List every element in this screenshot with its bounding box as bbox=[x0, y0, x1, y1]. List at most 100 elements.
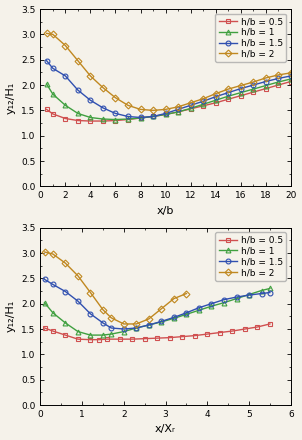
h/b = 1.5 bbox=[226, 90, 230, 95]
h/b = 1 bbox=[201, 102, 205, 107]
h/b = 0.5 bbox=[126, 117, 130, 122]
h/b = 2 bbox=[64, 43, 67, 48]
Line: h/b = 1: h/b = 1 bbox=[42, 286, 272, 337]
h/b = 1.5 bbox=[147, 323, 151, 328]
h/b = 1 bbox=[260, 288, 263, 293]
h/b = 1 bbox=[268, 286, 272, 291]
h/b = 1.5 bbox=[64, 289, 67, 294]
h/b = 2 bbox=[76, 58, 80, 63]
h/b = 1 bbox=[43, 300, 46, 305]
h/b = 0.5 bbox=[118, 337, 121, 342]
h/b = 2 bbox=[226, 87, 230, 92]
h/b = 2 bbox=[176, 104, 180, 110]
h/b = 2 bbox=[51, 251, 55, 257]
h/b = 0.5 bbox=[251, 89, 255, 95]
h/b = 2 bbox=[289, 70, 293, 76]
h/b = 1 bbox=[114, 117, 117, 122]
h/b = 2 bbox=[201, 96, 205, 101]
Legend: h/b = 0.5, h/b = 1, h/b = 1.5, h/b = 2: h/b = 0.5, h/b = 1, h/b = 1.5, h/b = 2 bbox=[215, 232, 286, 281]
h/b = 1.5 bbox=[101, 320, 105, 326]
h/b = 1.5 bbox=[159, 319, 163, 324]
h/b = 2 bbox=[189, 100, 192, 106]
h/b = 0.5 bbox=[268, 321, 272, 326]
h/b = 1 bbox=[176, 109, 180, 114]
h/b = 2 bbox=[51, 32, 55, 37]
h/b = 1 bbox=[88, 115, 92, 120]
h/b = 1.5 bbox=[289, 73, 293, 79]
h/b = 0.5 bbox=[139, 115, 142, 121]
h/b = 1.5 bbox=[139, 115, 142, 120]
h/b = 1.5 bbox=[45, 58, 48, 63]
h/b = 1 bbox=[159, 319, 163, 325]
h/b = 1.5 bbox=[101, 105, 105, 110]
Line: h/b = 1: h/b = 1 bbox=[44, 77, 293, 122]
h/b = 1.5 bbox=[76, 298, 80, 304]
Line: h/b = 1.5: h/b = 1.5 bbox=[44, 59, 293, 120]
h/b = 1 bbox=[64, 103, 67, 108]
h/b = 1 bbox=[222, 300, 226, 305]
h/b = 1 bbox=[76, 329, 80, 334]
h/b = 0.5 bbox=[201, 103, 205, 109]
h/b = 0.5 bbox=[289, 79, 293, 84]
h/b = 1.5 bbox=[247, 293, 251, 298]
h/b = 1.5 bbox=[189, 103, 192, 108]
h/b = 1 bbox=[147, 323, 151, 328]
h/b = 2 bbox=[101, 85, 105, 90]
h/b = 2 bbox=[45, 31, 48, 36]
h/b = 2 bbox=[76, 273, 80, 279]
h/b = 0.5 bbox=[180, 334, 184, 339]
h/b = 1 bbox=[289, 77, 293, 82]
h/b = 1 bbox=[134, 325, 138, 330]
h/b = 0.5 bbox=[218, 330, 222, 335]
h/b = 1 bbox=[122, 329, 126, 334]
h/b = 2 bbox=[159, 306, 163, 312]
h/b = 1.5 bbox=[264, 79, 268, 84]
h/b = 0.5 bbox=[130, 337, 134, 342]
h/b = 1.5 bbox=[51, 282, 55, 287]
h/b = 0.5 bbox=[45, 107, 48, 112]
h/b = 1.5 bbox=[251, 82, 255, 88]
h/b = 2 bbox=[147, 316, 151, 322]
h/b = 0.5 bbox=[276, 82, 280, 88]
Line: h/b = 0.5: h/b = 0.5 bbox=[42, 322, 272, 342]
h/b = 1 bbox=[264, 83, 268, 88]
h/b = 1.5 bbox=[197, 305, 201, 310]
X-axis label: x/b: x/b bbox=[157, 206, 174, 216]
h/b = 2 bbox=[251, 79, 255, 84]
h/b = 1.5 bbox=[164, 111, 167, 116]
h/b = 1 bbox=[247, 292, 251, 297]
h/b = 0.5 bbox=[243, 326, 247, 332]
Line: h/b = 0.5: h/b = 0.5 bbox=[44, 79, 293, 124]
Legend: h/b = 0.5, h/b = 1, h/b = 1.5, h/b = 2: h/b = 0.5, h/b = 1, h/b = 1.5, h/b = 2 bbox=[215, 14, 286, 62]
h/b = 1 bbox=[76, 111, 80, 116]
h/b = 1.5 bbox=[88, 311, 92, 316]
h/b = 0.5 bbox=[88, 118, 92, 124]
h/b = 0.5 bbox=[214, 100, 217, 106]
h/b = 1 bbox=[139, 115, 142, 121]
h/b = 1 bbox=[101, 116, 105, 121]
h/b = 2 bbox=[134, 321, 138, 326]
h/b = 2 bbox=[172, 296, 176, 301]
h/b = 1.5 bbox=[235, 294, 238, 300]
h/b = 0.5 bbox=[97, 337, 101, 342]
h/b = 1 bbox=[45, 81, 48, 87]
h/b = 0.5 bbox=[176, 109, 180, 114]
h/b = 1 bbox=[101, 333, 105, 338]
h/b = 2 bbox=[126, 103, 130, 108]
h/b = 0.5 bbox=[76, 118, 80, 123]
h/b = 2 bbox=[64, 260, 67, 266]
h/b = 1 bbox=[210, 304, 213, 309]
h/b = 2 bbox=[122, 321, 126, 326]
h/b = 1 bbox=[151, 114, 155, 119]
Y-axis label: y₁₂/H₁: y₁₂/H₁ bbox=[5, 300, 16, 333]
h/b = 1.5 bbox=[51, 66, 55, 71]
h/b = 2 bbox=[185, 291, 188, 296]
h/b = 0.5 bbox=[239, 93, 243, 99]
h/b = 0.5 bbox=[168, 335, 172, 340]
h/b = 1.5 bbox=[210, 301, 213, 306]
h/b = 1.5 bbox=[76, 88, 80, 93]
h/b = 1 bbox=[110, 331, 113, 337]
h/b = 2 bbox=[214, 91, 217, 96]
h/b = 1 bbox=[164, 112, 167, 117]
h/b = 1.5 bbox=[43, 277, 46, 282]
